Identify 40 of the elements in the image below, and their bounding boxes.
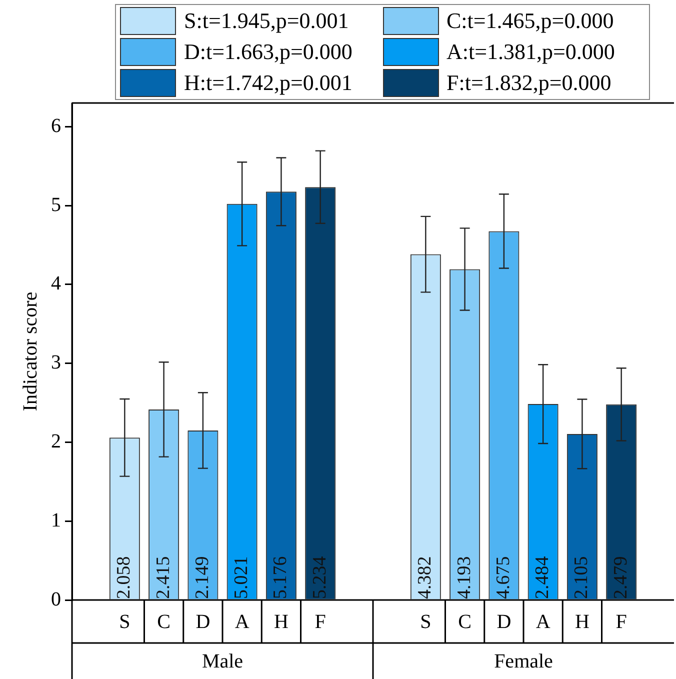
- legend-label: C:t=1.465,p=0.000: [446, 8, 614, 34]
- x-tick-label: Male: [202, 650, 244, 672]
- data-label: 4.193: [454, 556, 475, 599]
- data-label: 2.484: [532, 556, 554, 599]
- y-tick-label: 0: [51, 588, 61, 610]
- text: C: [157, 610, 170, 633]
- data-label: 5.021: [231, 556, 252, 599]
- text: S: [119, 610, 130, 633]
- x-tick-label: Female: [494, 650, 554, 672]
- text: H: [274, 610, 288, 633]
- text: H: [574, 610, 590, 633]
- text: F: [314, 610, 326, 633]
- text: S: [420, 610, 432, 633]
- text: F: [616, 610, 627, 633]
- data-label: 5.176: [270, 556, 292, 599]
- y-tick-label: 3: [51, 352, 61, 374]
- data-label: 4.382: [414, 556, 436, 599]
- text: D: [196, 610, 210, 633]
- y-tick-label: 1: [51, 509, 61, 532]
- data-label: 2.058: [114, 556, 135, 599]
- y-axis-title: Indicator score: [19, 292, 42, 412]
- legend-label: D:t=1.663,p=0.000: [184, 39, 352, 65]
- data-label: 5.234: [309, 556, 330, 599]
- y-tick-label: 5: [51, 194, 61, 216]
- y-tick-label: 6: [51, 114, 61, 137]
- text: A: [536, 610, 551, 633]
- text: A: [234, 610, 250, 633]
- data-label: 2.149: [192, 556, 213, 599]
- data-label: 4.675: [492, 556, 514, 599]
- legend-label: A:t=1.381,p=0.000: [446, 39, 615, 65]
- legend-label: H:t=1.742,p=0.001: [184, 70, 352, 96]
- text: D: [496, 610, 512, 633]
- y-tick-label: 2: [51, 430, 61, 452]
- data-label: 2.479: [610, 556, 632, 599]
- text: C: [458, 610, 472, 633]
- data-label: 2.415: [152, 556, 174, 599]
- legend-label: S:t=1.945,p=0.001: [184, 8, 349, 34]
- y-tick-label: 4: [51, 272, 61, 295]
- data-label: 2.105: [571, 556, 592, 599]
- legend-label: F:t=1.832,p=0.000: [446, 70, 612, 96]
